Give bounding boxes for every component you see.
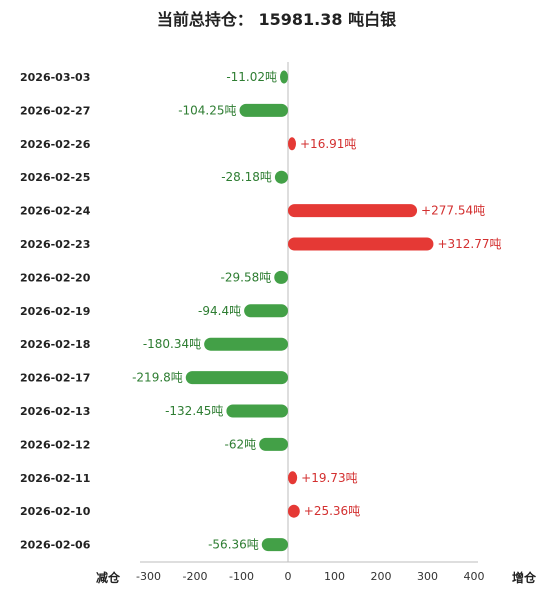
bar	[259, 437, 288, 451]
x-axis-label-decrease: 减仓	[96, 570, 121, 585]
data-label: -132.45吨	[165, 404, 223, 418]
bar	[239, 103, 288, 117]
category-label: 2026-02-26	[20, 138, 91, 151]
x-tick-label: 100	[324, 570, 345, 583]
x-tick-label: -200	[183, 570, 208, 583]
bar	[226, 404, 288, 418]
data-label: +25.36吨	[304, 504, 360, 518]
category-label: 2026-02-12	[20, 438, 90, 451]
bar	[274, 170, 288, 184]
data-label: +16.91吨	[300, 137, 356, 151]
category-label: 2026-02-19	[20, 305, 90, 318]
data-label: -56.36吨	[208, 538, 259, 552]
category-label: 2026-02-10	[20, 505, 91, 518]
data-label: -94.4吨	[198, 304, 241, 318]
x-tick-label: -300	[136, 570, 161, 583]
data-label: -104.25吨	[178, 103, 236, 117]
category-label: 2026-02-17	[20, 372, 90, 385]
x-tick-label: 0	[285, 570, 292, 583]
x-axis-label-increase: 增仓	[512, 570, 537, 585]
bar	[274, 270, 288, 284]
x-tick-label: 400	[464, 570, 485, 583]
category-label: 2026-02-13	[20, 405, 90, 418]
bar	[288, 471, 298, 485]
data-label: +277.54吨	[421, 204, 485, 218]
x-tick-label: 300	[417, 570, 438, 583]
category-label: 2026-02-06	[20, 539, 91, 552]
data-label: -29.58吨	[221, 270, 272, 284]
category-label: 2026-02-20	[20, 271, 91, 284]
data-label: -28.18吨	[221, 170, 272, 184]
data-label: -11.02吨	[226, 70, 277, 84]
bar	[288, 504, 300, 518]
category-label: 2026-02-18	[20, 338, 90, 351]
bar	[288, 137, 296, 151]
data-label: +19.73吨	[301, 471, 357, 485]
chart-title: 当前总持仓： 15981.38 吨白银	[156, 10, 397, 29]
category-label: 2026-02-25	[20, 171, 90, 184]
category-label: 2026-02-11	[20, 472, 90, 485]
bar	[244, 304, 288, 318]
category-label: 2026-02-23	[20, 238, 90, 251]
category-label: 2026-02-24	[20, 205, 91, 218]
bar	[204, 337, 288, 351]
x-tick-label: 200	[371, 570, 392, 583]
bar	[280, 70, 288, 84]
data-label: -219.8吨	[132, 371, 183, 385]
bar	[288, 237, 434, 251]
bar	[185, 371, 288, 385]
data-label: -62吨	[225, 437, 257, 451]
bar	[261, 538, 288, 552]
category-label: 2026-03-03	[20, 71, 90, 84]
data-label: +312.77吨	[437, 237, 501, 251]
data-label: -180.34吨	[143, 337, 201, 351]
category-label: 2026-02-27	[20, 104, 90, 117]
x-tick-label: -100	[229, 570, 254, 583]
bar	[288, 204, 418, 218]
